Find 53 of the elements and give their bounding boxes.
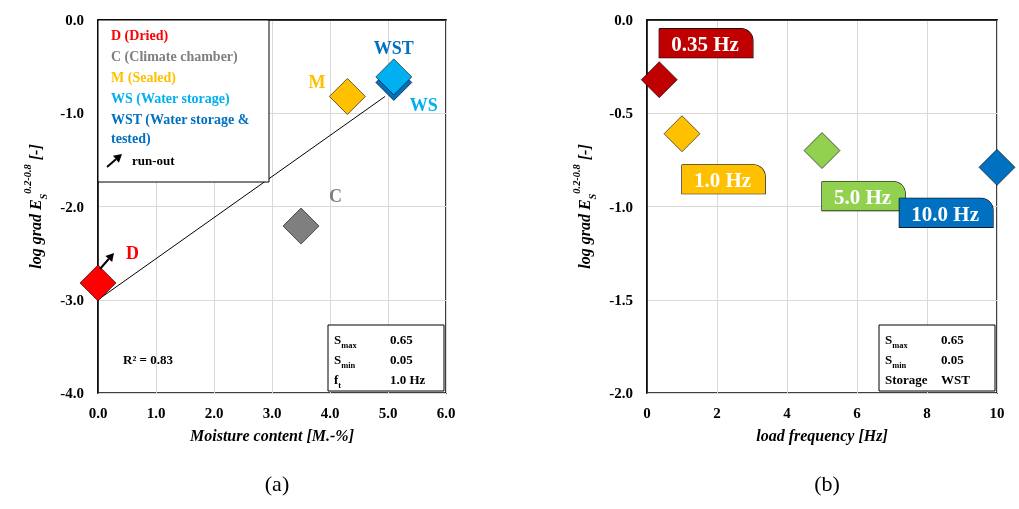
y-tick-label: -1.5	[609, 291, 633, 308]
y-tick-label: 0.0	[65, 12, 84, 28]
y-tick-label: -1.0	[60, 105, 84, 122]
annotation: M	[308, 72, 326, 93]
text: C (Climate chamber)	[111, 49, 239, 65]
x-tick-label: 0.0	[88, 404, 108, 421]
point	[640, 61, 678, 98]
x-tick-label: 8	[923, 404, 931, 421]
annotation: run-out	[132, 152, 176, 168]
annotation: D	[126, 242, 139, 263]
annotation: R² = 0.83	[123, 351, 174, 367]
annotation: C	[329, 186, 342, 207]
y-tick-label: -3.0	[60, 291, 84, 308]
point	[282, 207, 320, 245]
point	[663, 115, 701, 153]
annotation: 0.35 Hz	[671, 32, 739, 57]
y-tick-label: -4.0	[60, 385, 84, 401]
y-tick-label: -1.0	[609, 198, 633, 215]
y-axis-title: log grad ES0.2-0.8 [-]	[21, 144, 49, 269]
x-tick-label: 6	[853, 404, 862, 421]
point	[329, 78, 366, 115]
y-axis-title: log grad ES0.2-0.8 [-]	[570, 144, 598, 269]
x-tick-label: 1.0	[146, 404, 166, 421]
text: D (Dried)	[111, 28, 169, 44]
annotation: 1.0 Hz	[694, 168, 752, 193]
text: (b)	[814, 470, 840, 496]
y-tick-label: -2.0	[609, 385, 633, 401]
x-axis-title: load frequency [Hz]	[756, 427, 888, 446]
text: M (Sealed)	[111, 70, 177, 86]
x-tick-label: 2.0	[204, 404, 224, 421]
x-tick-label: 4.0	[320, 404, 340, 421]
x-tick-label: 5.0	[378, 404, 398, 421]
x-tick-label: 2	[713, 404, 721, 421]
x-tick-label: 3.0	[262, 404, 282, 421]
annotation: WS	[409, 94, 438, 115]
point	[803, 132, 841, 169]
x-tick-label: 4	[783, 404, 792, 421]
x-axis-title: Moisture content [M.-%]	[189, 427, 354, 445]
y-tick-label: -2.0	[60, 198, 84, 215]
text: (a)	[264, 470, 290, 496]
annotation: WST	[373, 38, 414, 59]
point	[375, 58, 413, 96]
x-tick-label: 10	[989, 404, 1005, 421]
x-tick-label: 0	[643, 404, 651, 421]
y-tick-label: -0.5	[609, 105, 633, 122]
annotation: 10.0 Hz	[911, 201, 979, 226]
x-tick-label: 6.0	[436, 404, 456, 421]
y-tick-label: 0.0	[614, 12, 633, 28]
text: WST (Water storage & tested)	[111, 112, 253, 147]
point	[978, 149, 1016, 186]
annotation: Storage WST	[885, 371, 971, 387]
text: WS (Water storage)	[111, 91, 231, 107]
annotation: 5.0 Hz	[834, 185, 892, 210]
